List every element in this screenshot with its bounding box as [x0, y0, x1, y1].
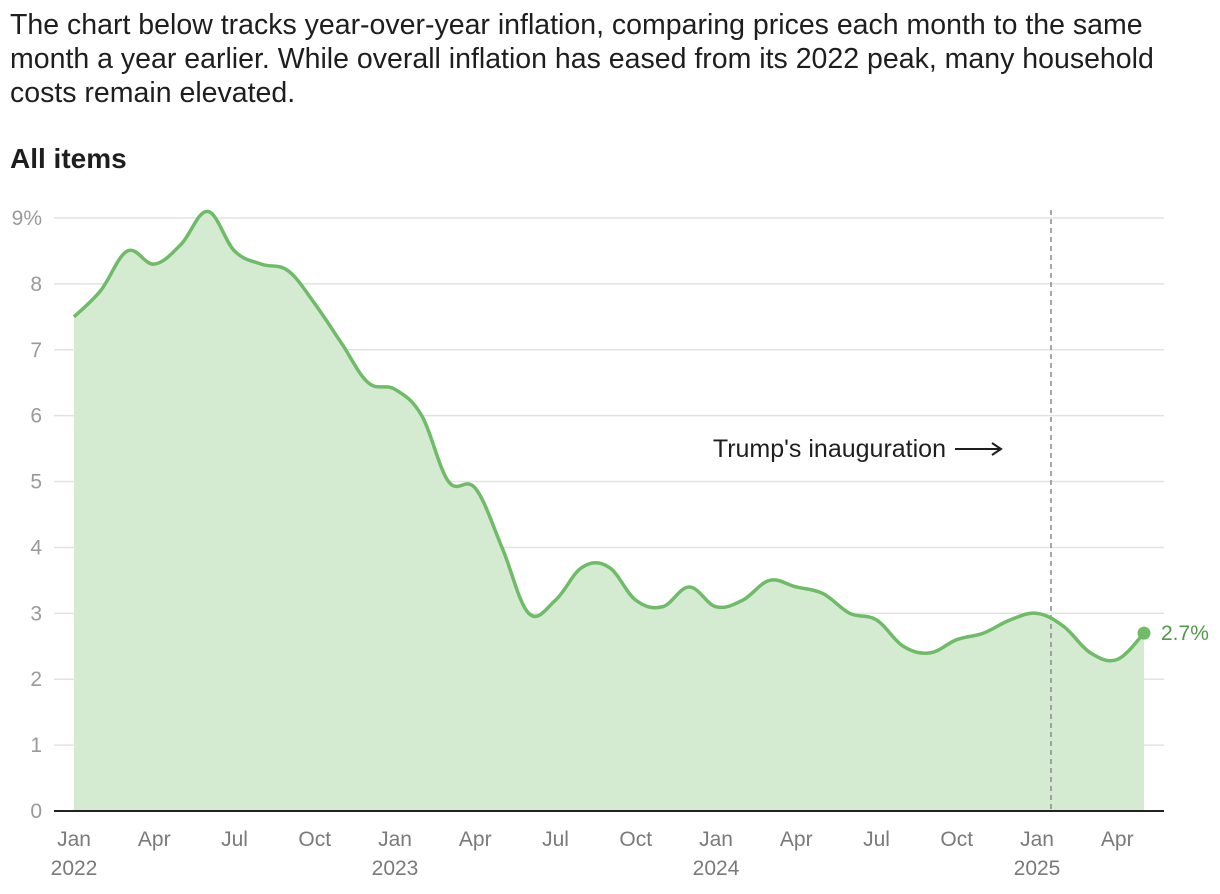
x-tick-label: Jan: [57, 828, 91, 851]
x-tick-label: Oct: [298, 828, 331, 851]
data-point: [580, 565, 584, 569]
x-tick-label: Jul: [221, 828, 248, 851]
data-point: [393, 387, 397, 391]
chart-title: All items: [10, 143, 127, 174]
x-tick-label: Apr: [138, 828, 171, 851]
x-tick-label: Jul: [542, 828, 569, 851]
data-point: [1115, 657, 1119, 661]
arrow-right-icon: [955, 442, 1003, 456]
x-tick-label: Apr: [1101, 828, 1134, 851]
data-point: [607, 565, 611, 569]
data-point: [206, 209, 210, 213]
x-tick-label: Jul: [863, 828, 890, 851]
data-point: [794, 585, 798, 589]
data-point: [259, 262, 263, 266]
x-tick-year: 2023: [372, 857, 419, 880]
data-point: [687, 585, 691, 589]
y-axis: 0 1 2 3 4 5 6 7 8 9%: [12, 207, 43, 823]
data-point: [313, 302, 317, 306]
y-tick-label: 4: [30, 536, 42, 559]
data-point: [741, 598, 745, 602]
data-point: [1008, 618, 1012, 622]
data-point: [500, 545, 504, 549]
data-point: [901, 644, 905, 648]
data-point: [527, 611, 531, 615]
data-point: [126, 249, 130, 253]
data-point: [1062, 625, 1066, 629]
x-tick-label: Oct: [619, 828, 652, 851]
data-point: [1035, 611, 1039, 615]
end-value-label: 2.7%: [1161, 622, 1209, 645]
y-tick-label: 0: [30, 800, 42, 823]
data-point: [447, 480, 451, 484]
y-tick-label: 6: [30, 405, 42, 428]
x-tick-year: 2025: [1014, 857, 1061, 880]
data-point: [340, 341, 344, 345]
y-tick-label: 3: [30, 602, 42, 625]
data-point: [420, 414, 424, 418]
data-point: [99, 288, 103, 292]
series-area-fill: [74, 211, 1144, 811]
x-tick-label: Jan: [378, 828, 412, 851]
data-point: [233, 249, 237, 253]
x-tick-year: 2022: [51, 857, 98, 880]
x-tick-label: Jan: [699, 828, 733, 851]
y-tick-label: 9%: [12, 207, 42, 230]
inauguration-annotation: Trump's inauguration: [713, 210, 1052, 811]
data-point: [634, 598, 638, 602]
y-tick-label: 2: [30, 668, 42, 691]
data-point: [714, 605, 718, 609]
data-point: [366, 381, 370, 385]
data-point: [821, 592, 825, 596]
data-point: [554, 598, 558, 602]
x-axis: Jan 2022 Apr Jul Oct Jan 2023 Apr Jul Oct Jan 2024 A…: [51, 828, 1134, 880]
y-tick-label: 7: [30, 339, 42, 362]
series-line: [72, 209, 1146, 663]
y-tick-label: 5: [30, 471, 42, 494]
data-point: [286, 269, 290, 273]
data-point: [928, 651, 932, 655]
x-tick-label: Jan: [1020, 828, 1054, 851]
intro-paragraph: The chart below tracks year-over-year in…: [10, 9, 1154, 109]
x-tick-year: 2024: [693, 857, 740, 880]
data-point: [982, 631, 986, 635]
data-point: [179, 242, 183, 246]
end-point-marker: [1137, 626, 1151, 640]
y-tick-label: 1: [30, 734, 42, 757]
inauguration-label: Trump's inauguration: [713, 435, 946, 463]
y-tick-label: 8: [30, 273, 42, 296]
data-point: [875, 618, 879, 622]
data-point: [1089, 651, 1093, 655]
data-point: [768, 578, 772, 582]
data-point: [72, 315, 76, 319]
x-tick-label: Apr: [780, 828, 813, 851]
data-point: [848, 611, 852, 615]
data-point: [955, 638, 959, 642]
x-tick-label: Oct: [940, 828, 973, 851]
data-point: [152, 262, 156, 266]
data-point: [473, 486, 477, 490]
x-tick-label: Apr: [459, 828, 492, 851]
data-point: [661, 605, 665, 609]
